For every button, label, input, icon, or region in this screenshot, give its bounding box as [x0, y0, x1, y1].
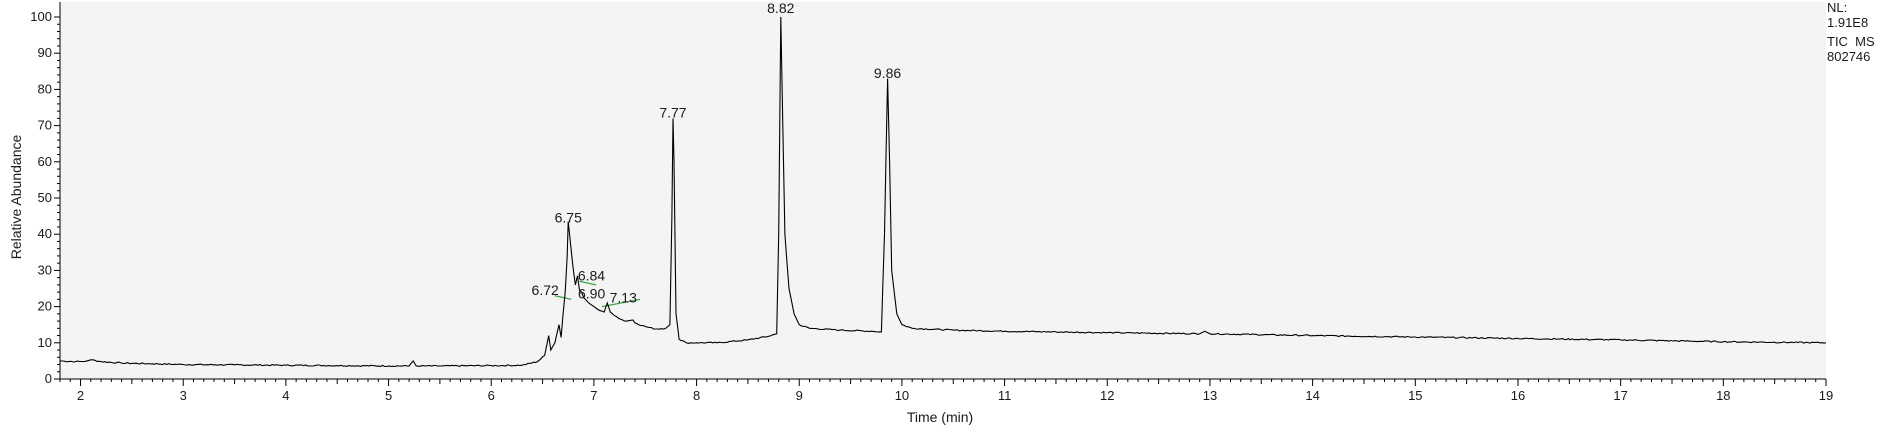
y-tick-label: 80: [38, 81, 52, 96]
x-tick-label: 10: [895, 388, 909, 403]
x-tick-label: 17: [1613, 388, 1627, 403]
peak-label: 6.75: [555, 210, 582, 226]
y-tick-label: 70: [38, 118, 52, 133]
y-tick-label: 0: [45, 371, 52, 386]
y-axis-title: Relative Abundance: [8, 135, 24, 260]
y-tick-label: 50: [38, 190, 52, 205]
x-tick-label: 11: [998, 388, 1012, 403]
trace-info-panel: NL: 1.91E8 TIC MS 802746: [1827, 0, 1875, 64]
peak-label: 6.84: [578, 268, 605, 284]
y-axis: 0 10 20 30 40 50 60 70 80 90 100: [30, 2, 61, 386]
peak-label: 6.90: [578, 286, 605, 302]
x-axis: 2 3 4 5 6 7 8 9 10 11 12 13 14 15 16 17 18 19: [59, 378, 1833, 403]
baseline-marker: [554, 295, 572, 300]
x-tick-label: 3: [180, 388, 187, 403]
y-tick-label: 90: [38, 45, 52, 60]
y-tick-label: 40: [38, 226, 52, 241]
plot-area: [60, 2, 1826, 379]
x-tick-label: 13: [1203, 388, 1217, 403]
baseline-marker: [579, 280, 597, 286]
y-tick-label: 10: [38, 335, 52, 350]
x-axis-title: Time (min): [907, 409, 973, 425]
x-tick-label: 7: [590, 388, 597, 403]
file-label: 802746: [1827, 49, 1870, 64]
x-tick-label: 6: [488, 388, 495, 403]
x-tick-label: 19: [1819, 388, 1833, 403]
x-tick-label: 9: [796, 388, 803, 403]
peak-label: 9.86: [874, 65, 901, 81]
peak-label: 7.77: [659, 105, 686, 121]
y-tick-label: 60: [38, 154, 52, 169]
trace-type-label: TIC MS: [1827, 34, 1875, 49]
peak-label: 7.13: [610, 289, 637, 305]
peak-label: 8.82: [767, 0, 794, 16]
x-tick-label: 8: [693, 388, 700, 403]
nl-value: 1.91E8: [1827, 15, 1868, 30]
x-tick-label: 16: [1511, 388, 1525, 403]
y-tick-label: 20: [38, 299, 52, 314]
x-tick-label: 18: [1716, 388, 1730, 403]
x-tick-label: 2: [77, 388, 84, 403]
tic-trace-line: [59, 16, 1827, 368]
peak-labels: 6.72 6.75 6.84 6.90 7.13 7.77 8.82 9.86: [532, 0, 902, 305]
x-tick-label: 14: [1305, 388, 1319, 403]
y-tick-label: 100: [30, 9, 52, 24]
x-tick-label: 12: [1100, 388, 1114, 403]
nl-label: NL:: [1827, 0, 1847, 15]
x-tick-label: 5: [385, 388, 392, 403]
peak-label: 6.72: [532, 282, 559, 298]
y-tick-label: 30: [38, 262, 52, 277]
x-tick-label: 15: [1408, 388, 1422, 403]
x-tick-label: 4: [282, 388, 289, 403]
